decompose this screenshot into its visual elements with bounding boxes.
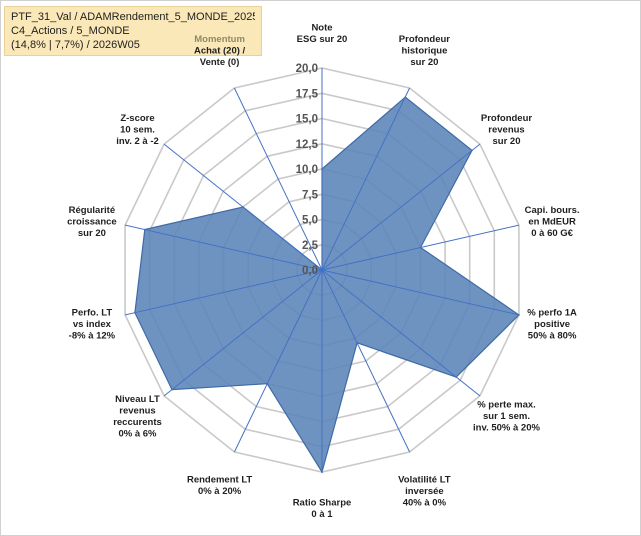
axis-label-10-line-1: vs index [73, 319, 112, 330]
axis-spoke-10 [124, 269, 323, 316]
axis-spoke-13 [233, 87, 323, 271]
axis-label-5-line-0: % perte max. [477, 400, 536, 411]
axis-label-4-line-1: positive [534, 319, 570, 330]
radar-tick-labels: 0,0 2,5 5,0 7,5 10,0 12,5 15,0 17,5 20,0 [296, 63, 319, 277]
axis-spoke-1 [321, 87, 411, 271]
axis-spoke-11 [124, 224, 323, 271]
axis-label-4-line-2: 50% à 80% [528, 330, 577, 341]
axis-label-11-line-2: sur 20 [78, 228, 106, 239]
axis-label-1-line-0: Profondeur [399, 34, 450, 45]
axis-label-9-line-2: reccurents [113, 417, 162, 428]
axis-label-10-line-0: Perfo. LT [72, 307, 113, 318]
axis-label-2-line-2: sur 20 [493, 136, 521, 147]
axis-label-5-line-2: inv. 50% à 20% [473, 423, 540, 434]
axis-label-6-line-0: Volatilité LT [398, 475, 451, 486]
axis-spoke-4 [321, 269, 520, 316]
axis-label-4-line-0: % perfo 1A [527, 307, 577, 318]
tick-label-2: 5,0 [302, 215, 318, 227]
axis-label-8-line-1: 0% à 20% [198, 486, 242, 497]
axis-label-12-line-0: Z-score [120, 113, 154, 124]
axis-label-3-line-0: Capi. bours. [525, 205, 580, 216]
tick-label-1: 2,5 [302, 240, 319, 252]
axis-label-11-line-0: Régularité [69, 205, 115, 216]
axis-label-12-line-2: inv. 2 à -2 [116, 136, 159, 147]
axis-spoke-12 [163, 143, 323, 271]
axis-label-3-line-1: en MdEUR [528, 217, 576, 228]
axis-label-13-line-0: Momentum [194, 34, 245, 45]
tick-label-8: 20,0 [296, 63, 318, 75]
header-line-portfolio: PTF_31_Val / ADAMRendement_5_MONDE_20250… [11, 11, 255, 23]
axis-label-2-line-1: revenus [488, 124, 524, 135]
header-line-stats: (14,8% | 7,7%) / 2026W05 [11, 39, 140, 51]
tick-label-6: 15,0 [296, 114, 318, 126]
axis-label-3-line-2: 0 à 60 G€ [531, 228, 573, 239]
axis-label-10-line-2: -8% à 12% [69, 330, 116, 341]
axis-label-1-line-2: sur 20 [410, 57, 438, 68]
axis-spoke-8 [233, 269, 323, 453]
tick-label-4: 10,0 [296, 164, 318, 176]
axis-label-5-line-1: sur 1 sem. [483, 411, 530, 422]
header-line-category: C4_Actions / 5_MONDE [11, 25, 130, 37]
axis-label-1-line-1: historique [401, 45, 447, 56]
axis-label-0-line-1: ESG sur 20 [297, 34, 348, 45]
axis-label-0-line-0: Note [311, 23, 332, 34]
axis-label-9-line-0: Niveau LT [115, 394, 160, 405]
axis-label-7-line-0: Ratio Sharpe [293, 498, 352, 509]
axis-label-9-line-1: revenus [119, 405, 155, 416]
axis-spoke-2 [321, 143, 481, 271]
axis-spoke-3 [321, 224, 520, 271]
axis-spoke-5 [321, 269, 481, 397]
axis-label-7-line-1: 0 à 1 [311, 509, 333, 520]
axis-label-11-line-1: croissance [67, 217, 117, 228]
radar-axes [124, 68, 520, 472]
axis-label-6-line-2: 40% à 0% [403, 498, 447, 509]
axis-label-5: % perte max.sur 1 sem.inv. 50% à 20% [473, 400, 540, 434]
axis-label-9-line-3: 0% à 6% [118, 428, 157, 439]
axis-label-8: Rendement LT0% à 20% [187, 475, 252, 498]
tick-label-3: 7,5 [302, 189, 319, 201]
axis-spoke-9 [163, 269, 323, 397]
axis-label-8-line-0: Rendement LT [187, 475, 252, 486]
tick-label-7: 17,5 [296, 88, 319, 100]
axis-label-2-line-0: Profondeur [481, 113, 532, 124]
tick-label-5: 12,5 [296, 139, 319, 151]
tick-label-0: 0,0 [302, 265, 318, 277]
axis-label-13-line-1: Achat (20) / [194, 45, 246, 56]
chart-header: PTF_31_Val / ADAMRendement_5_MONDE_20250… [4, 6, 262, 56]
axis-label-6-line-1: inversée [405, 486, 444, 497]
axis-label-13-line-2: Vente (0) [200, 57, 240, 68]
axis-spoke-6 [321, 269, 411, 453]
axis-label-12-line-1: 10 sem. [120, 124, 155, 135]
